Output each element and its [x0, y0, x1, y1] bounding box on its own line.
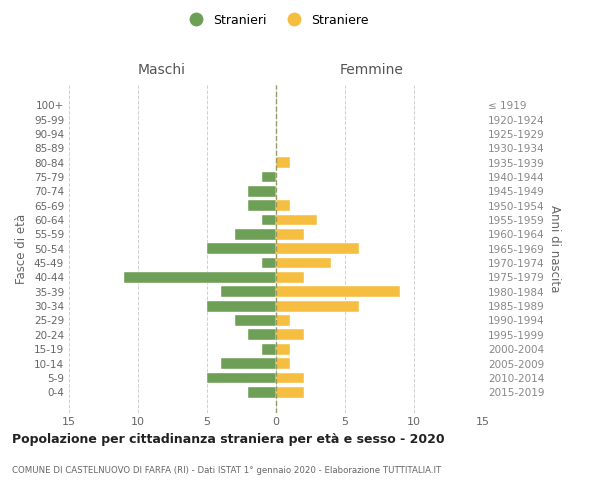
Bar	[276, 258, 331, 268]
Bar	[262, 214, 276, 226]
Bar	[276, 372, 304, 384]
Bar	[276, 214, 317, 226]
Bar	[276, 286, 400, 297]
Y-axis label: Fasce di età: Fasce di età	[16, 214, 28, 284]
Bar	[248, 186, 276, 196]
Bar	[248, 330, 276, 340]
Bar	[248, 387, 276, 398]
Bar	[276, 387, 304, 398]
Bar	[262, 344, 276, 354]
Bar	[207, 244, 276, 254]
Bar	[276, 358, 290, 369]
Bar	[276, 200, 290, 211]
Text: Femmine: Femmine	[340, 63, 404, 77]
Bar	[276, 344, 290, 354]
Bar	[207, 372, 276, 384]
Bar	[262, 258, 276, 268]
Bar	[276, 158, 290, 168]
Bar	[276, 244, 359, 254]
Bar	[235, 315, 276, 326]
Text: COMUNE DI CASTELNUOVO DI FARFA (RI) - Dati ISTAT 1° gennaio 2020 - Elaborazione : COMUNE DI CASTELNUOVO DI FARFA (RI) - Da…	[12, 466, 441, 475]
Bar	[262, 172, 276, 182]
Bar	[207, 301, 276, 312]
Bar	[221, 286, 276, 297]
Bar	[276, 330, 304, 340]
Bar	[276, 301, 359, 312]
Bar	[276, 229, 304, 240]
Y-axis label: Anni di nascita: Anni di nascita	[548, 205, 561, 292]
Text: Popolazione per cittadinanza straniera per età e sesso - 2020: Popolazione per cittadinanza straniera p…	[12, 432, 445, 446]
Bar	[248, 200, 276, 211]
Bar	[124, 272, 276, 283]
Bar	[276, 272, 304, 283]
Bar	[276, 315, 290, 326]
Bar	[221, 358, 276, 369]
Bar	[235, 229, 276, 240]
Text: Maschi: Maschi	[138, 63, 186, 77]
Legend: Stranieri, Straniere: Stranieri, Straniere	[178, 8, 374, 32]
